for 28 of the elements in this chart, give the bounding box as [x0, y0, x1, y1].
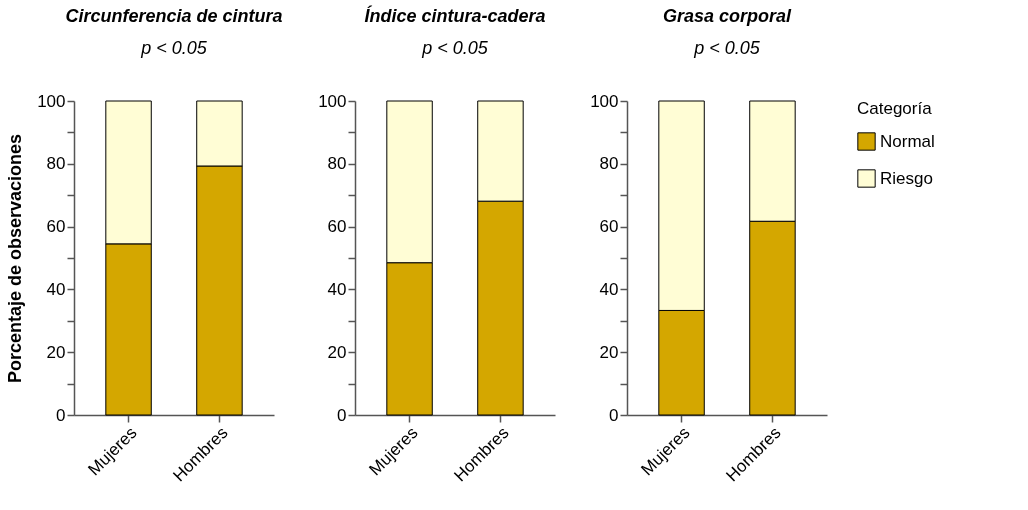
y-tick-label: 40	[327, 279, 347, 299]
y-tick-label: 60	[599, 217, 619, 237]
text: p < 0.05	[693, 38, 761, 58]
y-tick-label: 20	[327, 342, 347, 362]
y-tick-label: 0	[337, 405, 347, 425]
chart-title: Circunferencia de cintura	[65, 6, 283, 26]
chart-title: Grasa corporal	[662, 6, 793, 26]
y-tick-label: 100	[318, 91, 347, 111]
y-tick-label: 40	[599, 279, 619, 299]
y-tick-label: 80	[327, 154, 347, 174]
y-tick-label: 100	[590, 91, 619, 111]
chart-title: Índice cintura-cadera	[364, 5, 546, 26]
text: p < 0.05	[421, 38, 489, 58]
y-tick-label: 20	[599, 342, 619, 362]
y-tick-label: 60	[46, 217, 66, 237]
y-tick-label: 80	[46, 154, 66, 174]
y-tick-label: 100	[37, 91, 66, 111]
legend-title: Categoría	[857, 99, 933, 118]
y-axis-title: Porcentaje de observaciones	[5, 133, 26, 384]
y-tick-label: 0	[609, 405, 619, 425]
y-tick-label: 20	[46, 342, 66, 362]
y-tick-label: 40	[46, 279, 66, 299]
y-tick-label: 60	[327, 217, 347, 237]
y-tick-label: 0	[56, 405, 66, 425]
legend-label: Normal	[880, 131, 935, 151]
y-tick-label: 80	[599, 154, 619, 174]
legend-label: Riesgo	[880, 168, 933, 188]
text: p < 0.05	[140, 38, 208, 58]
